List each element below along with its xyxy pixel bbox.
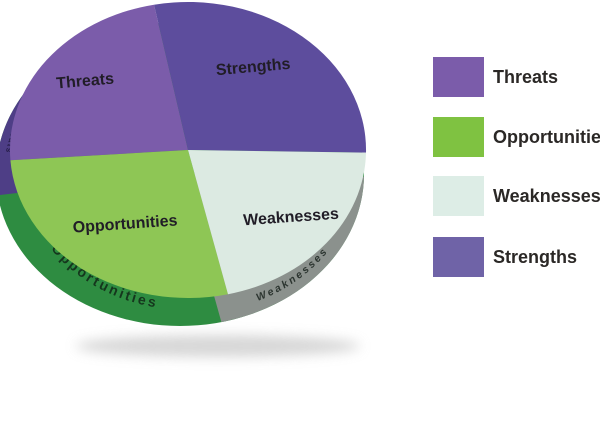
legend-label-weaknesses: Weaknesses: [493, 185, 600, 206]
slice-label-threats: Threats: [56, 70, 115, 92]
legend-item-strengths: Strengths: [433, 237, 577, 277]
legend-item-opportunities: Opportunities: [433, 117, 600, 157]
legend-swatch-weaknesses: [433, 176, 484, 216]
slice-label-strengths: Strengths: [215, 56, 291, 79]
slice-label-weaknesses: Weaknesses: [243, 206, 340, 230]
pie-slice-strengths: [154, 1, 367, 153]
pie-slice-weaknesses: [188, 150, 366, 295]
legend-label-strengths: Strengths: [493, 246, 578, 267]
legend-item-weaknesses: Weaknesses: [433, 176, 600, 216]
legend-swatch-strengths: [433, 237, 484, 277]
legend-label-opportunities: Opportunities: [493, 126, 600, 147]
legend-swatch-threats: [433, 57, 484, 97]
legend-label-threats: Threats: [493, 66, 559, 87]
legend-swatch-opportunities: [433, 117, 484, 157]
pie-slice-opportunities: [10, 150, 229, 298]
legend-item-threats: Threats: [433, 57, 558, 97]
legend: Threats Opportunities Weaknesses Strengt…: [433, 57, 600, 277]
pie-slice-threats: [9, 4, 188, 161]
pie-shadow: [76, 335, 360, 357]
